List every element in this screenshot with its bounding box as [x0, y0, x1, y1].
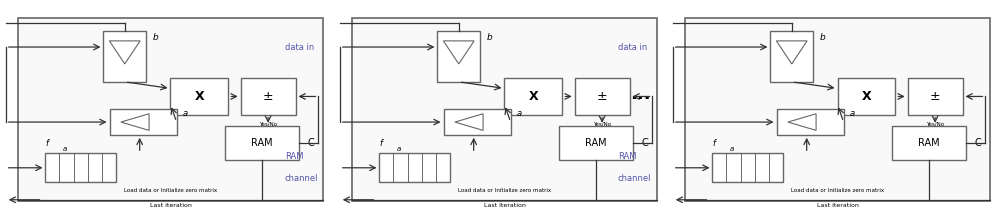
Text: C: C [307, 138, 314, 148]
Text: b: b [819, 33, 825, 42]
Text: RAM: RAM [918, 138, 940, 148]
Text: a: a [397, 146, 401, 152]
Bar [838, 78, 895, 115]
Text: a: a [517, 109, 522, 118]
Text: f: f [712, 139, 715, 148]
Polygon shape [443, 41, 474, 64]
Text: Load data or Initialize zero matrix: Load data or Initialize zero matrix [458, 188, 551, 193]
Text: f: f [45, 139, 48, 148]
Polygon shape [776, 41, 807, 64]
Bar [170, 78, 228, 115]
Bar [504, 78, 562, 115]
Text: b: b [152, 33, 158, 42]
Bar [770, 31, 813, 82]
Bar [444, 109, 511, 135]
Text: Last iteration: Last iteration [484, 203, 525, 208]
Bar [908, 78, 963, 115]
Text: Yes/No: Yes/No [926, 121, 944, 126]
Text: Yes/No: Yes/No [593, 121, 611, 126]
Text: X: X [862, 90, 871, 103]
Text: X: X [195, 90, 204, 103]
Text: ±: ± [930, 90, 940, 103]
Text: channel: channel [285, 174, 318, 183]
Text: data in: data in [285, 43, 314, 52]
Text: RAM: RAM [285, 152, 303, 161]
Text: ...: ... [630, 85, 650, 103]
Text: data in: data in [618, 43, 647, 52]
Bar [777, 109, 844, 135]
Text: a: a [850, 109, 855, 118]
Bar [712, 153, 783, 182]
Text: Last iteration: Last iteration [150, 203, 191, 208]
Bar [575, 78, 630, 115]
Text: RAM: RAM [618, 152, 636, 161]
Bar [110, 109, 177, 135]
Bar [45, 153, 116, 182]
Text: Yes/No: Yes/No [259, 121, 277, 126]
Text: RAM: RAM [585, 138, 607, 148]
Text: C: C [641, 138, 648, 148]
Bar [892, 126, 966, 161]
Bar [379, 153, 450, 182]
Bar [225, 126, 299, 161]
Bar [437, 31, 480, 82]
Text: b: b [486, 33, 492, 42]
Text: a: a [183, 109, 188, 118]
Bar [241, 78, 296, 115]
Text: ±: ± [263, 90, 273, 103]
Polygon shape [788, 114, 816, 130]
Text: RAM: RAM [251, 138, 273, 148]
Text: C: C [974, 138, 981, 148]
Text: channel: channel [618, 174, 651, 183]
Text: X: X [529, 90, 538, 103]
Text: ±: ± [597, 90, 607, 103]
Text: a: a [63, 146, 67, 152]
Polygon shape [109, 41, 140, 64]
Text: a: a [730, 146, 734, 152]
Text: Load data or Initialize zero matrix: Load data or Initialize zero matrix [791, 188, 884, 193]
Text: Last iteration: Last iteration [817, 203, 858, 208]
Bar [103, 31, 146, 82]
Bar [559, 126, 633, 161]
Bar [352, 18, 657, 201]
Text: f: f [379, 139, 382, 148]
Bar [685, 18, 990, 201]
Polygon shape [121, 114, 149, 130]
Bar [18, 18, 323, 201]
Polygon shape [455, 114, 483, 130]
Text: Load data or Initialize zero matrix: Load data or Initialize zero matrix [124, 188, 217, 193]
